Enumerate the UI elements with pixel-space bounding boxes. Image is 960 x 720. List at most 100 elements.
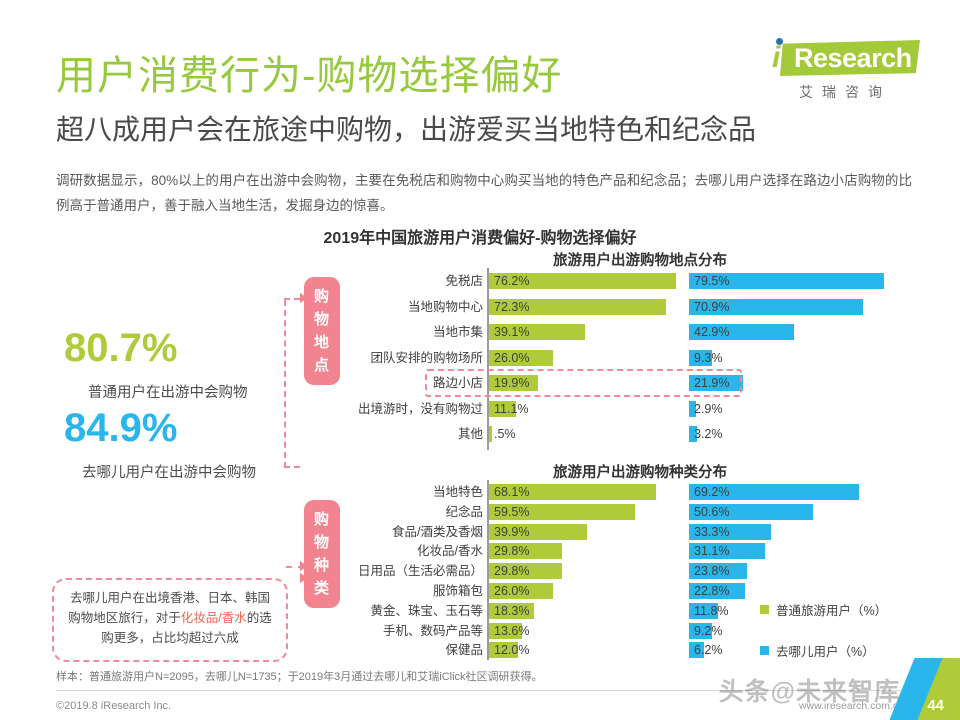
legend-label-general: 普通旅游用户（%） <box>776 604 888 618</box>
chart-bar-value: 70.9% <box>694 299 730 314</box>
chart-bar-value: 6.2% <box>694 643 723 658</box>
chart-bar <box>489 349 553 366</box>
chart-bar <box>689 484 859 500</box>
chart-bar-value: 79.5% <box>694 274 730 288</box>
page-title: 用户消费行为-购物选择偏好 <box>56 54 563 98</box>
intro-paragraph: 调研数据显示，80%以上的用户在出游中会购物，主要在免税店和购物中心购买当地的特… <box>56 173 912 213</box>
badge-char: 购 <box>313 288 330 305</box>
chart-category-label: 其他 <box>457 427 483 441</box>
stat-value-general: 80.7% <box>64 326 178 370</box>
chart2-axis <box>487 480 489 660</box>
chart-bar-value: 11.8% <box>694 603 729 618</box>
chart-row: 保健品 12.0% 6.2% <box>0 641 960 659</box>
connector-bottom-line <box>284 466 300 468</box>
chart1-axis <box>487 268 489 450</box>
chart-bar-value: 31.1% <box>694 544 730 559</box>
chart-row: 手机、数码产品等 13.6% 9.2% <box>0 622 960 640</box>
highlight-band-roadside-shop <box>425 369 742 397</box>
chart-bar-value: 11.1% <box>494 401 529 416</box>
chart-category-label: 黄金、珠宝、玉石等 <box>370 603 483 618</box>
chart-category-label: 纪念品 <box>445 504 483 519</box>
website-url: www.iresearch.com.cn <box>798 700 904 712</box>
chart-bar-value: 29.8% <box>494 544 530 559</box>
chart-bar-value: 69.2% <box>694 485 730 499</box>
watermark-text: 头条@未来智库 <box>718 678 900 706</box>
chart-category-label: 日用品（生活必需品） <box>357 564 483 579</box>
chart-bar-value: 21.9% <box>694 376 730 390</box>
chart-bar-value: 68.1% <box>494 485 530 499</box>
chart-row: 当地购物中心 72.3% 70.9% <box>0 298 960 316</box>
chart-bar-value: 23.8% <box>694 564 730 579</box>
chart-bar <box>489 523 587 540</box>
chart-bar-value: 9.3% <box>694 350 723 365</box>
footer-divider <box>56 690 904 691</box>
chart-bar <box>689 622 712 639</box>
chart-bar <box>689 642 705 659</box>
chart-bar-value: 33.3% <box>694 524 730 539</box>
badge-shopping-category: 购 物 种 类 <box>304 500 340 608</box>
connector-vertical-line <box>284 300 286 468</box>
chart-row: 出境游时，没有购物过 11.1% 2.9% <box>0 400 960 418</box>
page-number: 44 <box>927 697 944 714</box>
chart-row: 黄金、珠宝、玉石等 18.3% 11.8% <box>0 602 960 620</box>
chart-bar <box>689 523 771 540</box>
chart-bar-value: 18.3% <box>494 603 530 618</box>
chart-bar-value: 42.9% <box>694 325 730 339</box>
connector-callout-line <box>286 566 304 568</box>
chart-bar-value: .5% <box>494 427 516 441</box>
chart-bar <box>489 375 538 391</box>
chart-bar <box>489 426 492 442</box>
badge-shopping-place: 购 物 地 点 <box>304 277 340 385</box>
chart-subtitle-place: 旅游用户出游购物地点分布 <box>553 253 727 269</box>
badge-char: 物 <box>313 534 330 551</box>
chart-category-label: 当地购物中心 <box>407 299 483 314</box>
chart-category-label: 化妆品/香水 <box>417 544 483 559</box>
chart-bar <box>689 375 743 391</box>
chart-bar-value: 13.6% <box>494 623 530 638</box>
chart-bar-value: 12.0% <box>494 643 530 658</box>
chart-bar-value: 76.2% <box>494 274 530 288</box>
chart-category-label: 手机、数码产品等 <box>382 623 483 638</box>
callout-box: 去哪儿用户在出境香港、日本、韩国购物地区旅行，对于化妆品/香水的选购更多，占比均… <box>52 578 288 662</box>
logo-parallelogram-icon <box>780 40 920 76</box>
chart-bar-value: 19.9% <box>494 376 530 390</box>
badge-char: 地 <box>313 334 330 351</box>
chart-bar <box>689 583 745 599</box>
stat-caption-general: 普通用户在出游中会购物 <box>88 385 248 401</box>
chart-category-label: 出境游时，没有购物过 <box>357 401 483 416</box>
chart-bar <box>689 543 766 560</box>
chart-bar <box>689 273 884 289</box>
chart-bar <box>689 503 813 520</box>
chart-category-label: 保健品 <box>445 643 483 658</box>
chart-bar <box>489 503 635 520</box>
chart-row: 路边小店 19.9% 21.9% <box>0 374 960 392</box>
chart-main-title: 2019年中国旅游用户消费偏好-购物选择偏好 <box>323 230 637 247</box>
page-subtitle: 超八成用户会在旅途中购物，出游爱买当地特色和纪念品 <box>56 114 757 145</box>
badge-char: 种 <box>313 557 330 574</box>
callout-text-part1: 去哪儿用户在出境香港、日本、韩国购物地区旅行，对于 <box>68 591 270 625</box>
chart-bar <box>489 324 585 340</box>
chart-legend: 普通旅游用户（%） 去哪儿用户（%） <box>760 600 887 682</box>
connector-top-line <box>284 298 300 300</box>
badge-char: 类 <box>313 580 330 597</box>
legend-item-general: 普通旅游用户（%） <box>760 600 887 619</box>
chart-bar <box>689 324 795 340</box>
chart-subtitle-category: 旅游用户出游购物种类分布 <box>553 465 727 481</box>
chart-category-label: 免税店 <box>445 274 483 288</box>
chart-bar <box>689 349 712 366</box>
legend-label-qunar: 去哪儿用户（%） <box>776 645 875 659</box>
chart-row: 服饰箱包 26.0% 22.8% <box>0 582 960 600</box>
chart-bar-value: 29.8% <box>494 564 530 579</box>
chart-category-label: 食品/酒类及香烟 <box>392 524 483 539</box>
badge-char: 物 <box>313 311 330 328</box>
chart-row: 纪念品 59.5% 50.6% <box>0 503 960 521</box>
chart-bar <box>489 622 523 639</box>
chart-bar-value: 26.0% <box>494 584 530 598</box>
chart-row: 食品/酒类及香烟 39.9% 33.3% <box>0 523 960 541</box>
chart-bar-value: 59.5% <box>494 504 530 519</box>
chart-bar <box>489 563 562 580</box>
legend-item-qunar: 去哪儿用户（%） <box>760 641 887 660</box>
chart-row: 日用品（生活必需品） 29.8% 23.8% <box>0 562 960 580</box>
chart-bar-value: 9.2% <box>694 623 723 638</box>
